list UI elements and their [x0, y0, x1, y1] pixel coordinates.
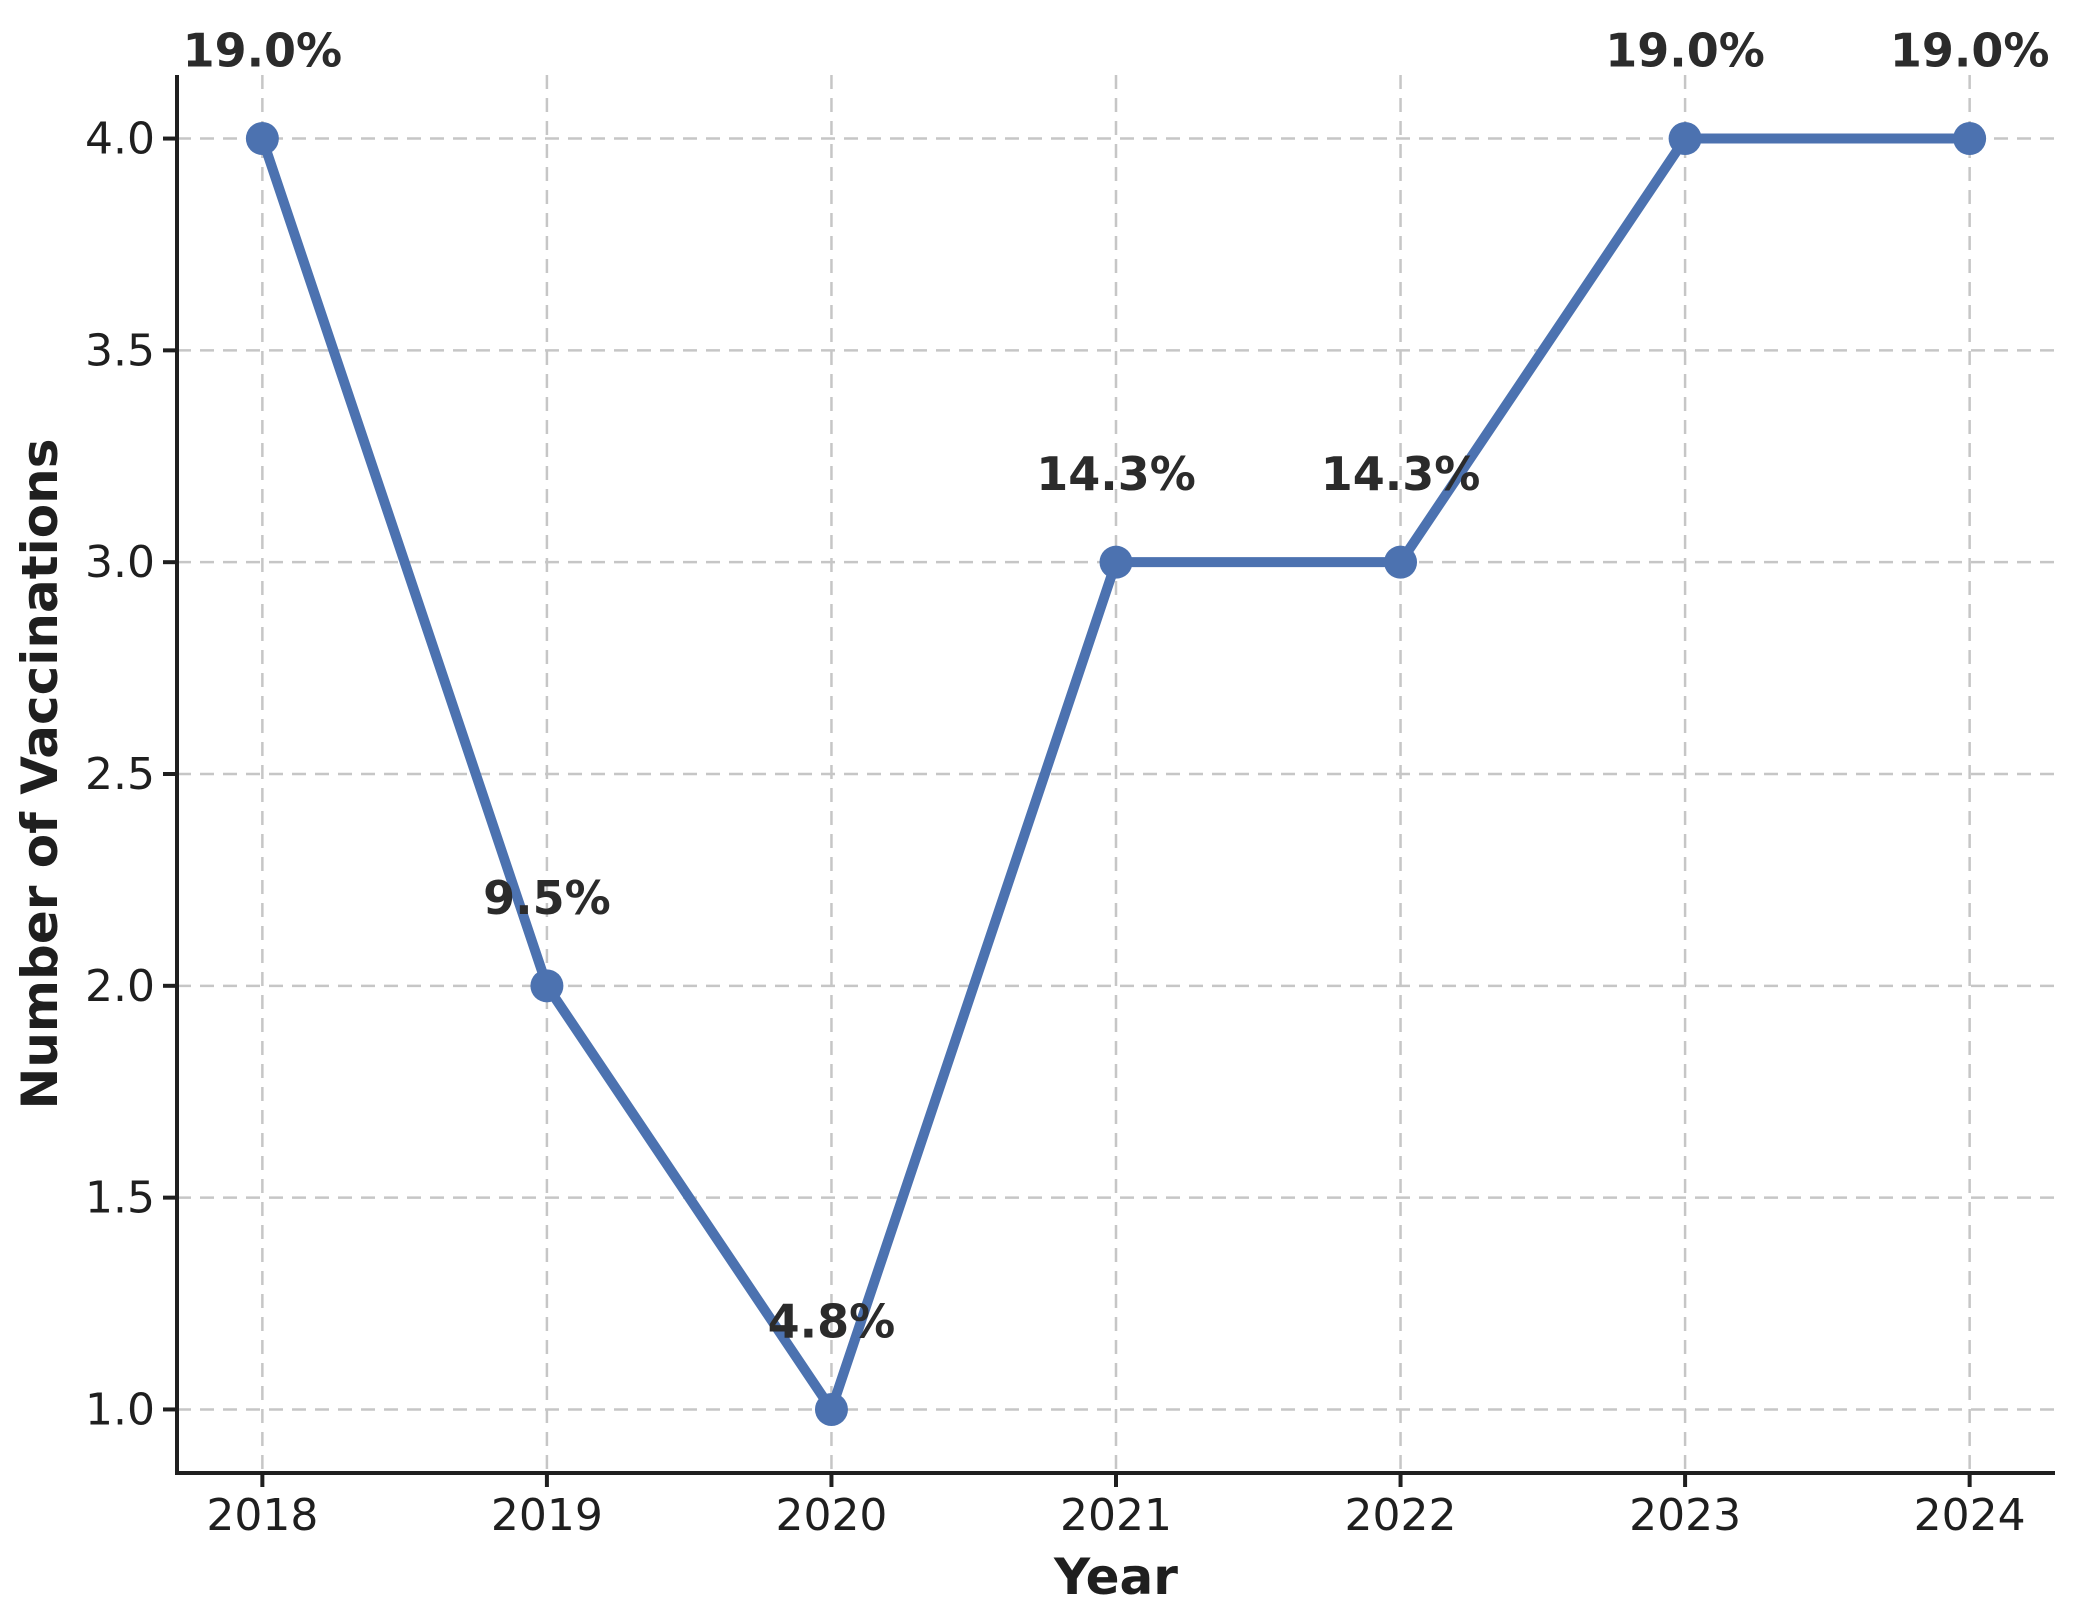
point-label-2021: 14.3%	[1036, 447, 1196, 501]
point-label-2018: 19.0%	[183, 24, 343, 78]
x-tick-label-2021: 2021	[1060, 1490, 1172, 1541]
y-tick-label-2.5: 2.5	[85, 749, 155, 800]
y-tick-label-1.0: 1.0	[85, 1384, 155, 1435]
point-label-2022: 14.3%	[1321, 447, 1481, 501]
point-label-2020: 4.8%	[768, 1294, 896, 1348]
x-tick-label-2022: 2022	[1345, 1490, 1457, 1541]
y-tick-label-3.0: 3.0	[85, 537, 155, 588]
data-point-2022	[1384, 545, 1418, 579]
y-tick-label-1.5: 1.5	[85, 1173, 155, 1224]
data-point-2023	[1668, 122, 1702, 156]
data-point-2021	[1099, 545, 1133, 579]
data-point-2018	[245, 122, 279, 156]
x-tick-label-2024: 2024	[1914, 1490, 2026, 1541]
x-tick-label-2023: 2023	[1629, 1490, 1741, 1541]
data-point-2024	[1953, 122, 1987, 156]
point-label-2019: 9.5%	[483, 871, 611, 925]
x-tick-label-2020: 2020	[775, 1490, 887, 1541]
point-label-2024: 19.0%	[1890, 24, 2050, 78]
data-point-2019	[530, 969, 564, 1003]
y-axis-title: Number of Vaccinations	[11, 438, 69, 1110]
y-tick-label-3.5: 3.5	[85, 325, 155, 376]
point-label-2023: 19.0%	[1605, 24, 1765, 78]
data-point-2020	[814, 1392, 848, 1426]
y-tick-label-2.0: 2.0	[85, 961, 155, 1012]
y-tick-label-4.0: 4.0	[85, 114, 155, 165]
x-tick-label-2019: 2019	[491, 1490, 603, 1541]
x-tick-label-2018: 2018	[206, 1490, 318, 1541]
x-axis-title: Year	[1054, 1548, 1178, 1606]
